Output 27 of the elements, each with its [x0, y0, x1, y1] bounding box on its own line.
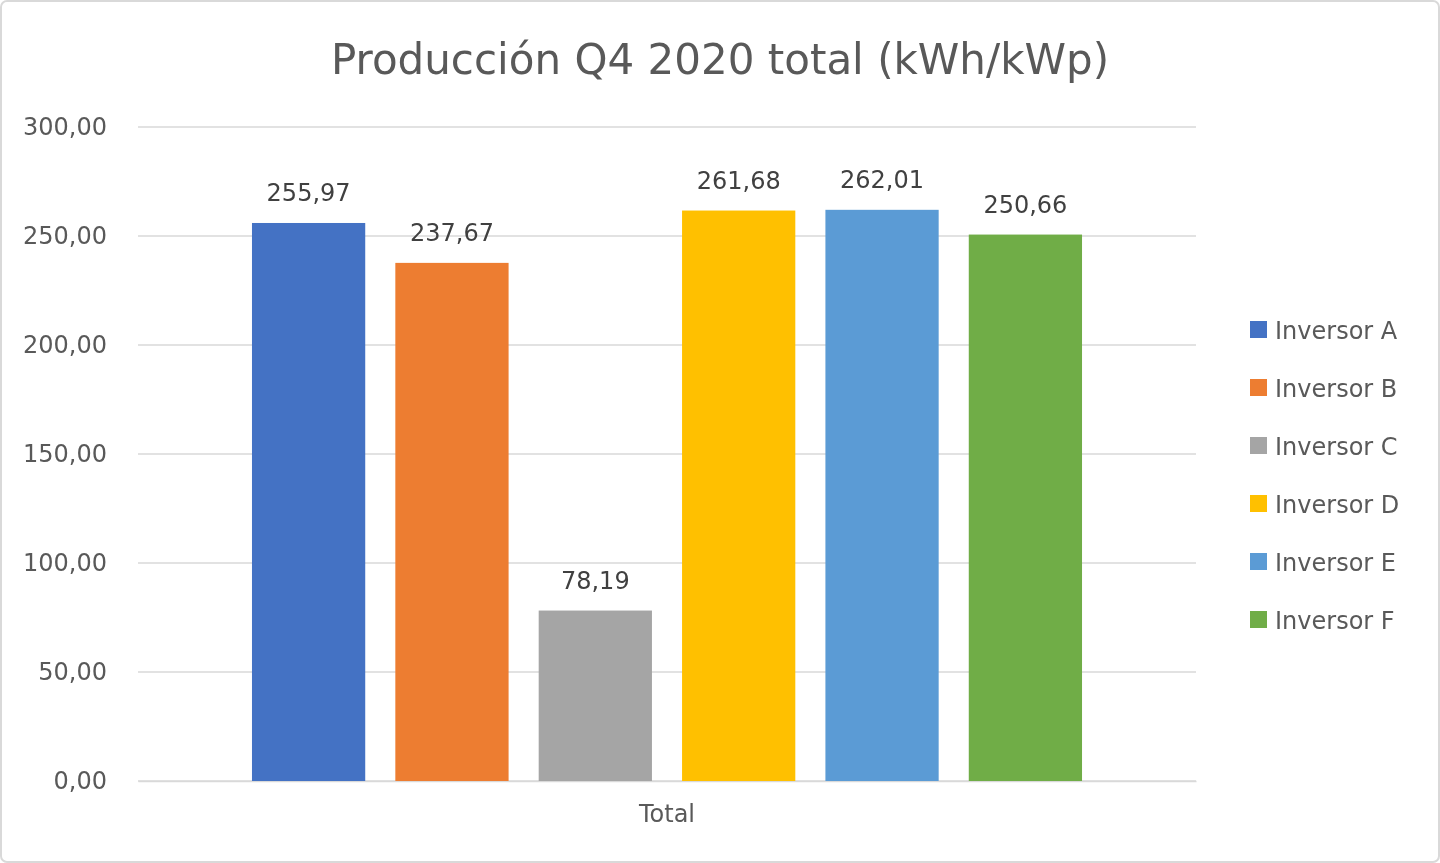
legend-label: Inversor C [1275, 433, 1398, 461]
y-tick-label: 200,00 [23, 331, 107, 360]
bar [825, 209, 939, 781]
data-label: 237,67 [409, 218, 494, 247]
bar [395, 262, 509, 781]
y-tick-label: 0,00 [53, 767, 107, 796]
y-tick-label: 300,00 [23, 113, 107, 142]
data-label: 255,97 [266, 178, 351, 207]
data-label: 250,66 [983, 190, 1068, 219]
bar [968, 234, 1083, 781]
bar [538, 610, 652, 781]
y-tick-label: 150,00 [23, 440, 107, 469]
bar [682, 210, 796, 781]
legend-label: Inversor D [1275, 491, 1400, 519]
y-tick-label: 250,00 [23, 222, 107, 251]
y-tick-label: 50,00 [38, 658, 107, 687]
x-tick-label: Total [637, 800, 696, 829]
legend-label: Inversor E [1275, 549, 1396, 577]
bar [251, 222, 366, 781]
y-tick-label: 100,00 [23, 549, 107, 578]
data-label: 261,68 [696, 166, 781, 195]
data-label: 78,19 [560, 566, 630, 595]
data-label: 262,01 [840, 165, 925, 194]
chart-title: Producción Q4 2020 total (kWh/kWp) [330, 35, 1110, 84]
legend-label: Inversor B [1275, 375, 1398, 403]
legend-label: Inversor F [1275, 607, 1395, 635]
legend-label: Inversor A [1275, 317, 1398, 345]
